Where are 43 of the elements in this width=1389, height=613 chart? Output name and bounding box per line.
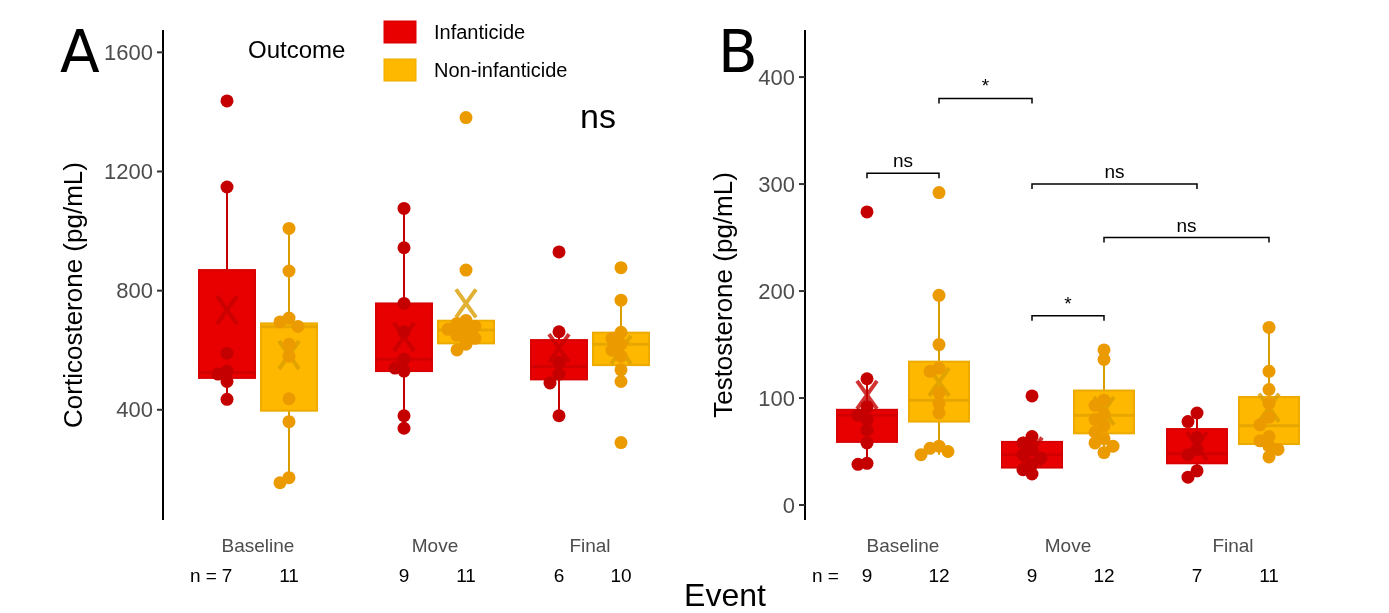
x-axis-title: Event [684,577,767,613]
text: 11 [1259,565,1279,586]
text: n = [812,565,839,586]
text: 7 [1191,565,1203,586]
legend-label: Infanticide [434,21,526,43]
y-tick-label: 400 [758,64,795,90]
text: 11 [456,565,476,586]
x-tick-label: Final [1212,535,1254,556]
x-tick-label: Baseline [866,535,940,556]
y-tick-label: 100 [758,385,795,411]
y-tick-label: 200 [758,278,795,304]
x-tick-label: Move [411,535,459,556]
y-tick-label: 300 [758,171,795,197]
text: n = [190,565,217,586]
y-tick-label: 0 [782,492,795,518]
x-tick-label: Move [1044,535,1092,556]
annotation: ns [1104,161,1125,183]
annotation: * [981,75,990,97]
text: 9 [861,565,873,586]
annotation: ns [892,150,914,172]
annotation: * [1064,292,1073,314]
text: 6 [553,565,565,586]
text: 9 [398,565,410,586]
legend-label: Non-infanticide [434,59,568,81]
annotation: ns [1176,214,1197,236]
x-tick-label: Baseline [221,535,295,556]
chart-title: A [60,18,100,86]
y-axis-title: Corticosterone (pg/mL) [58,162,88,428]
y-tick-label: 400 [116,397,153,423]
text: 12 [928,565,950,586]
y-tick-label: 1200 [104,159,153,185]
text: 7 [221,565,233,586]
text: 11 [279,565,299,586]
legend-title: Outcome [248,36,346,63]
chart-title: B [718,18,758,86]
text: 9 [1026,565,1038,586]
y-axis-title: Testosterone (pg/mL) [708,172,738,418]
y-tick-label: 800 [116,278,153,304]
text: 10 [610,565,632,586]
text: 12 [1093,565,1115,586]
x-tick-label: Final [569,535,611,556]
y-tick-label: 1600 [104,40,153,66]
annotation: ns [580,97,616,135]
